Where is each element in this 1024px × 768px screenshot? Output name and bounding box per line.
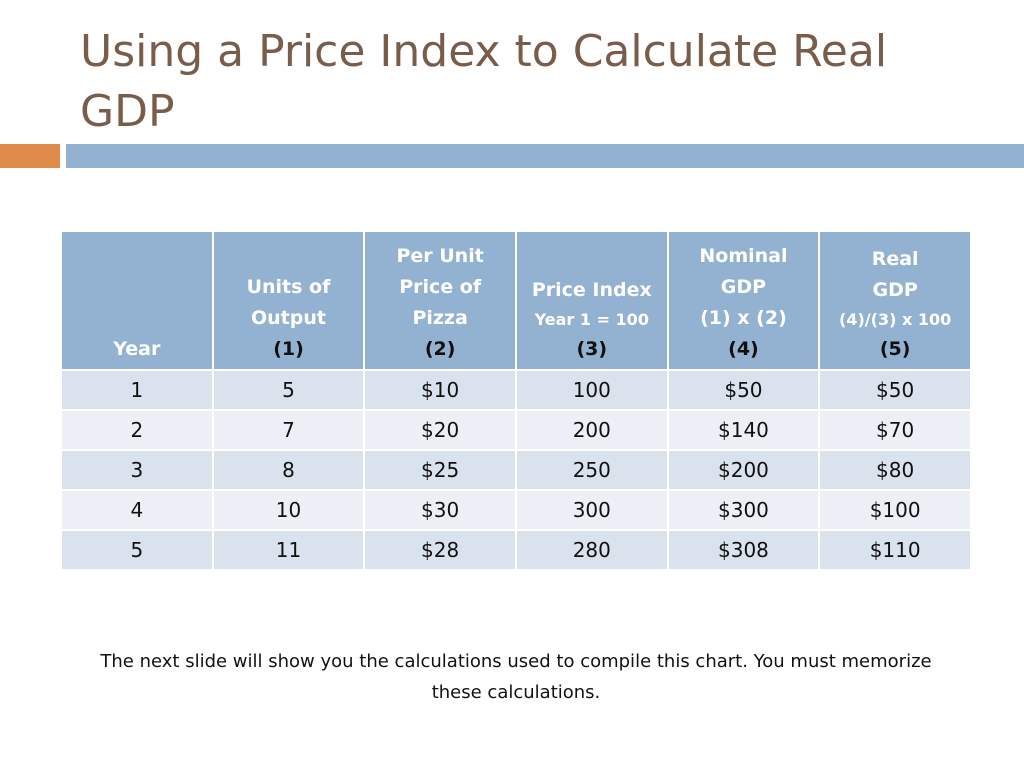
header-index-number: (3) (576, 338, 608, 360)
header-price-line2: Price of (399, 276, 482, 298)
header-units-number: (1) (273, 338, 304, 360)
cell-year: 5 (60, 529, 214, 571)
header-real-gdp: Real GDP (4)/(3) x 100 (5) (818, 230, 972, 371)
header-index-line2: Year 1 = 100 (534, 310, 649, 329)
header-price-number: (2) (424, 338, 456, 360)
cell-real: $70 (818, 409, 972, 451)
cell-price: $30 (363, 489, 517, 531)
cell-year: 3 (60, 449, 214, 491)
header-price-line1: Per Unit (396, 245, 484, 267)
header-row: Year Units of Output (1) Per Unit Price … (60, 230, 972, 371)
cell-real: $80 (818, 449, 972, 491)
cell-year: 4 (60, 489, 214, 531)
cell-year: 2 (60, 409, 214, 451)
cell-price: $10 (363, 369, 517, 411)
cell-index: 100 (514, 369, 669, 411)
header-nominal-line1: Nominal (699, 245, 788, 267)
cell-index: 200 (514, 409, 669, 451)
cell-units: 5 (211, 369, 366, 411)
header-units-of-output: Units of Output (1) (211, 230, 366, 371)
header-nominal-number: (4) (728, 338, 759, 360)
cell-real: $100 (818, 489, 972, 531)
cell-real: $110 (818, 529, 972, 571)
cell-units: 7 (211, 409, 366, 451)
header-units-line1: Units of (246, 276, 331, 298)
header-units-line2: Output (250, 307, 326, 329)
header-real-line3: (4)/(3) x 100 (839, 310, 952, 329)
cell-nominal: $308 (666, 529, 821, 571)
header-nominal-line2: GDP (720, 276, 767, 298)
header-real-line2: GDP (872, 279, 918, 301)
header-price-line3: Pizza (412, 307, 468, 329)
accent-bar-blue (66, 144, 1024, 168)
header-nominal-line3: (1) x (2) (700, 307, 787, 329)
cell-nominal: $300 (666, 489, 821, 531)
footnote-text: The next slide will show you the calcula… (100, 651, 932, 703)
slide-title: Using a Price Index to Calculate Real GD… (80, 26, 888, 137)
header-year: Year (60, 230, 214, 371)
real-gdp-table: Year Units of Output (1) Per Unit Price … (60, 230, 972, 571)
header-price-per-unit: Per Unit Price of Pizza (2) (363, 230, 517, 371)
cell-price: $20 (363, 409, 517, 451)
header-nominal-gdp: Nominal GDP (1) x (2) (4) (666, 230, 821, 371)
table-row: 5 11 $28 280 $308 $110 (60, 529, 972, 571)
cell-index: 300 (514, 489, 669, 531)
accent-bar-orange (0, 144, 60, 168)
cell-units: 8 (211, 449, 366, 491)
cell-nominal: $140 (666, 409, 821, 451)
header-real-number: (5) (879, 338, 911, 360)
cell-index: 250 (514, 449, 669, 491)
header-real-line1: Real (871, 248, 919, 270)
cell-nominal: $50 (666, 369, 821, 411)
cell-units: 10 (211, 489, 366, 531)
cell-units: 11 (211, 529, 366, 571)
cell-price: $25 (363, 449, 517, 491)
table-row: 1 5 $10 100 $50 $50 (60, 369, 972, 411)
table-row: 4 10 $30 300 $300 $100 (60, 489, 972, 531)
table-row: 3 8 $25 250 $200 $80 (60, 449, 972, 491)
header-year-label: Year (113, 338, 161, 360)
table-row: 2 7 $20 200 $140 $70 (60, 409, 972, 451)
cell-price: $28 (363, 529, 517, 571)
header-price-index: Price Index Year 1 = 100 (3) (514, 230, 669, 371)
header-index-line1: Price Index (531, 279, 652, 301)
cell-real: $50 (818, 369, 972, 411)
cell-index: 280 (514, 529, 669, 571)
cell-year: 1 (60, 369, 214, 411)
table-body: 1 5 $10 100 $50 $50 2 7 $20 200 $140 $70… (60, 369, 972, 571)
table-header: Year Units of Output (1) Per Unit Price … (60, 230, 972, 371)
cell-nominal: $200 (666, 449, 821, 491)
